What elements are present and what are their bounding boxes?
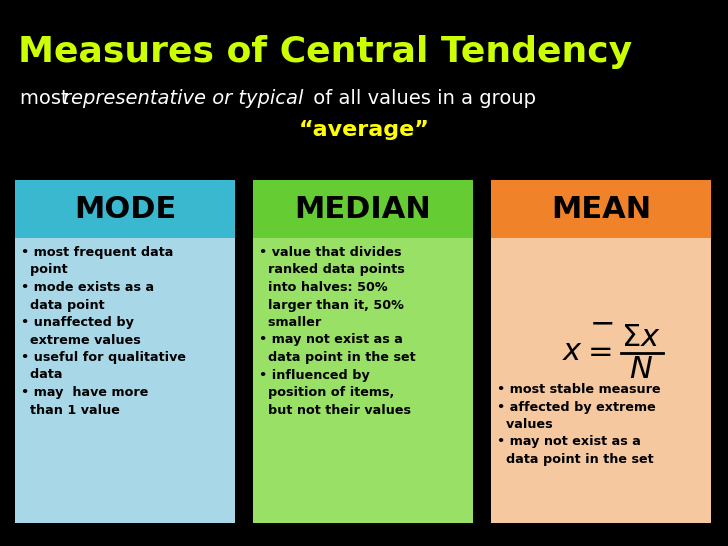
FancyBboxPatch shape	[491, 180, 711, 238]
FancyBboxPatch shape	[15, 238, 235, 523]
Text: • most frequent data
  point
• mode exists as a
  data point
• unaffected by
  e: • most frequent data point • mode exists…	[21, 246, 186, 417]
Text: $x$: $x$	[563, 336, 584, 365]
Text: Measures of Central Tendency: Measures of Central Tendency	[18, 35, 632, 69]
Text: $=$: $=$	[582, 336, 612, 365]
Text: MEDIAN: MEDIAN	[295, 194, 432, 223]
Text: representative or typical: representative or typical	[63, 88, 304, 108]
Text: of all values in a group: of all values in a group	[307, 88, 536, 108]
FancyBboxPatch shape	[253, 238, 473, 523]
Text: MODE: MODE	[74, 194, 176, 223]
FancyBboxPatch shape	[15, 180, 235, 238]
Text: $N$: $N$	[629, 354, 653, 383]
Text: most: most	[20, 88, 75, 108]
FancyBboxPatch shape	[491, 238, 711, 523]
FancyBboxPatch shape	[253, 180, 473, 238]
Text: • value that divides
  ranked data points
  into halves: 50%
  larger than it, 5: • value that divides ranked data points …	[259, 246, 416, 417]
Text: “average”: “average”	[298, 120, 430, 140]
Text: $\mathdefault{-}$: $\mathdefault{-}$	[589, 308, 613, 337]
Text: MEAN: MEAN	[551, 194, 651, 223]
Text: • most stable measure
• affected by extreme
  values
• may not exist as a
  data: • most stable measure • affected by extr…	[497, 383, 660, 466]
Text: $\Sigma x$: $\Sigma x$	[621, 323, 661, 352]
